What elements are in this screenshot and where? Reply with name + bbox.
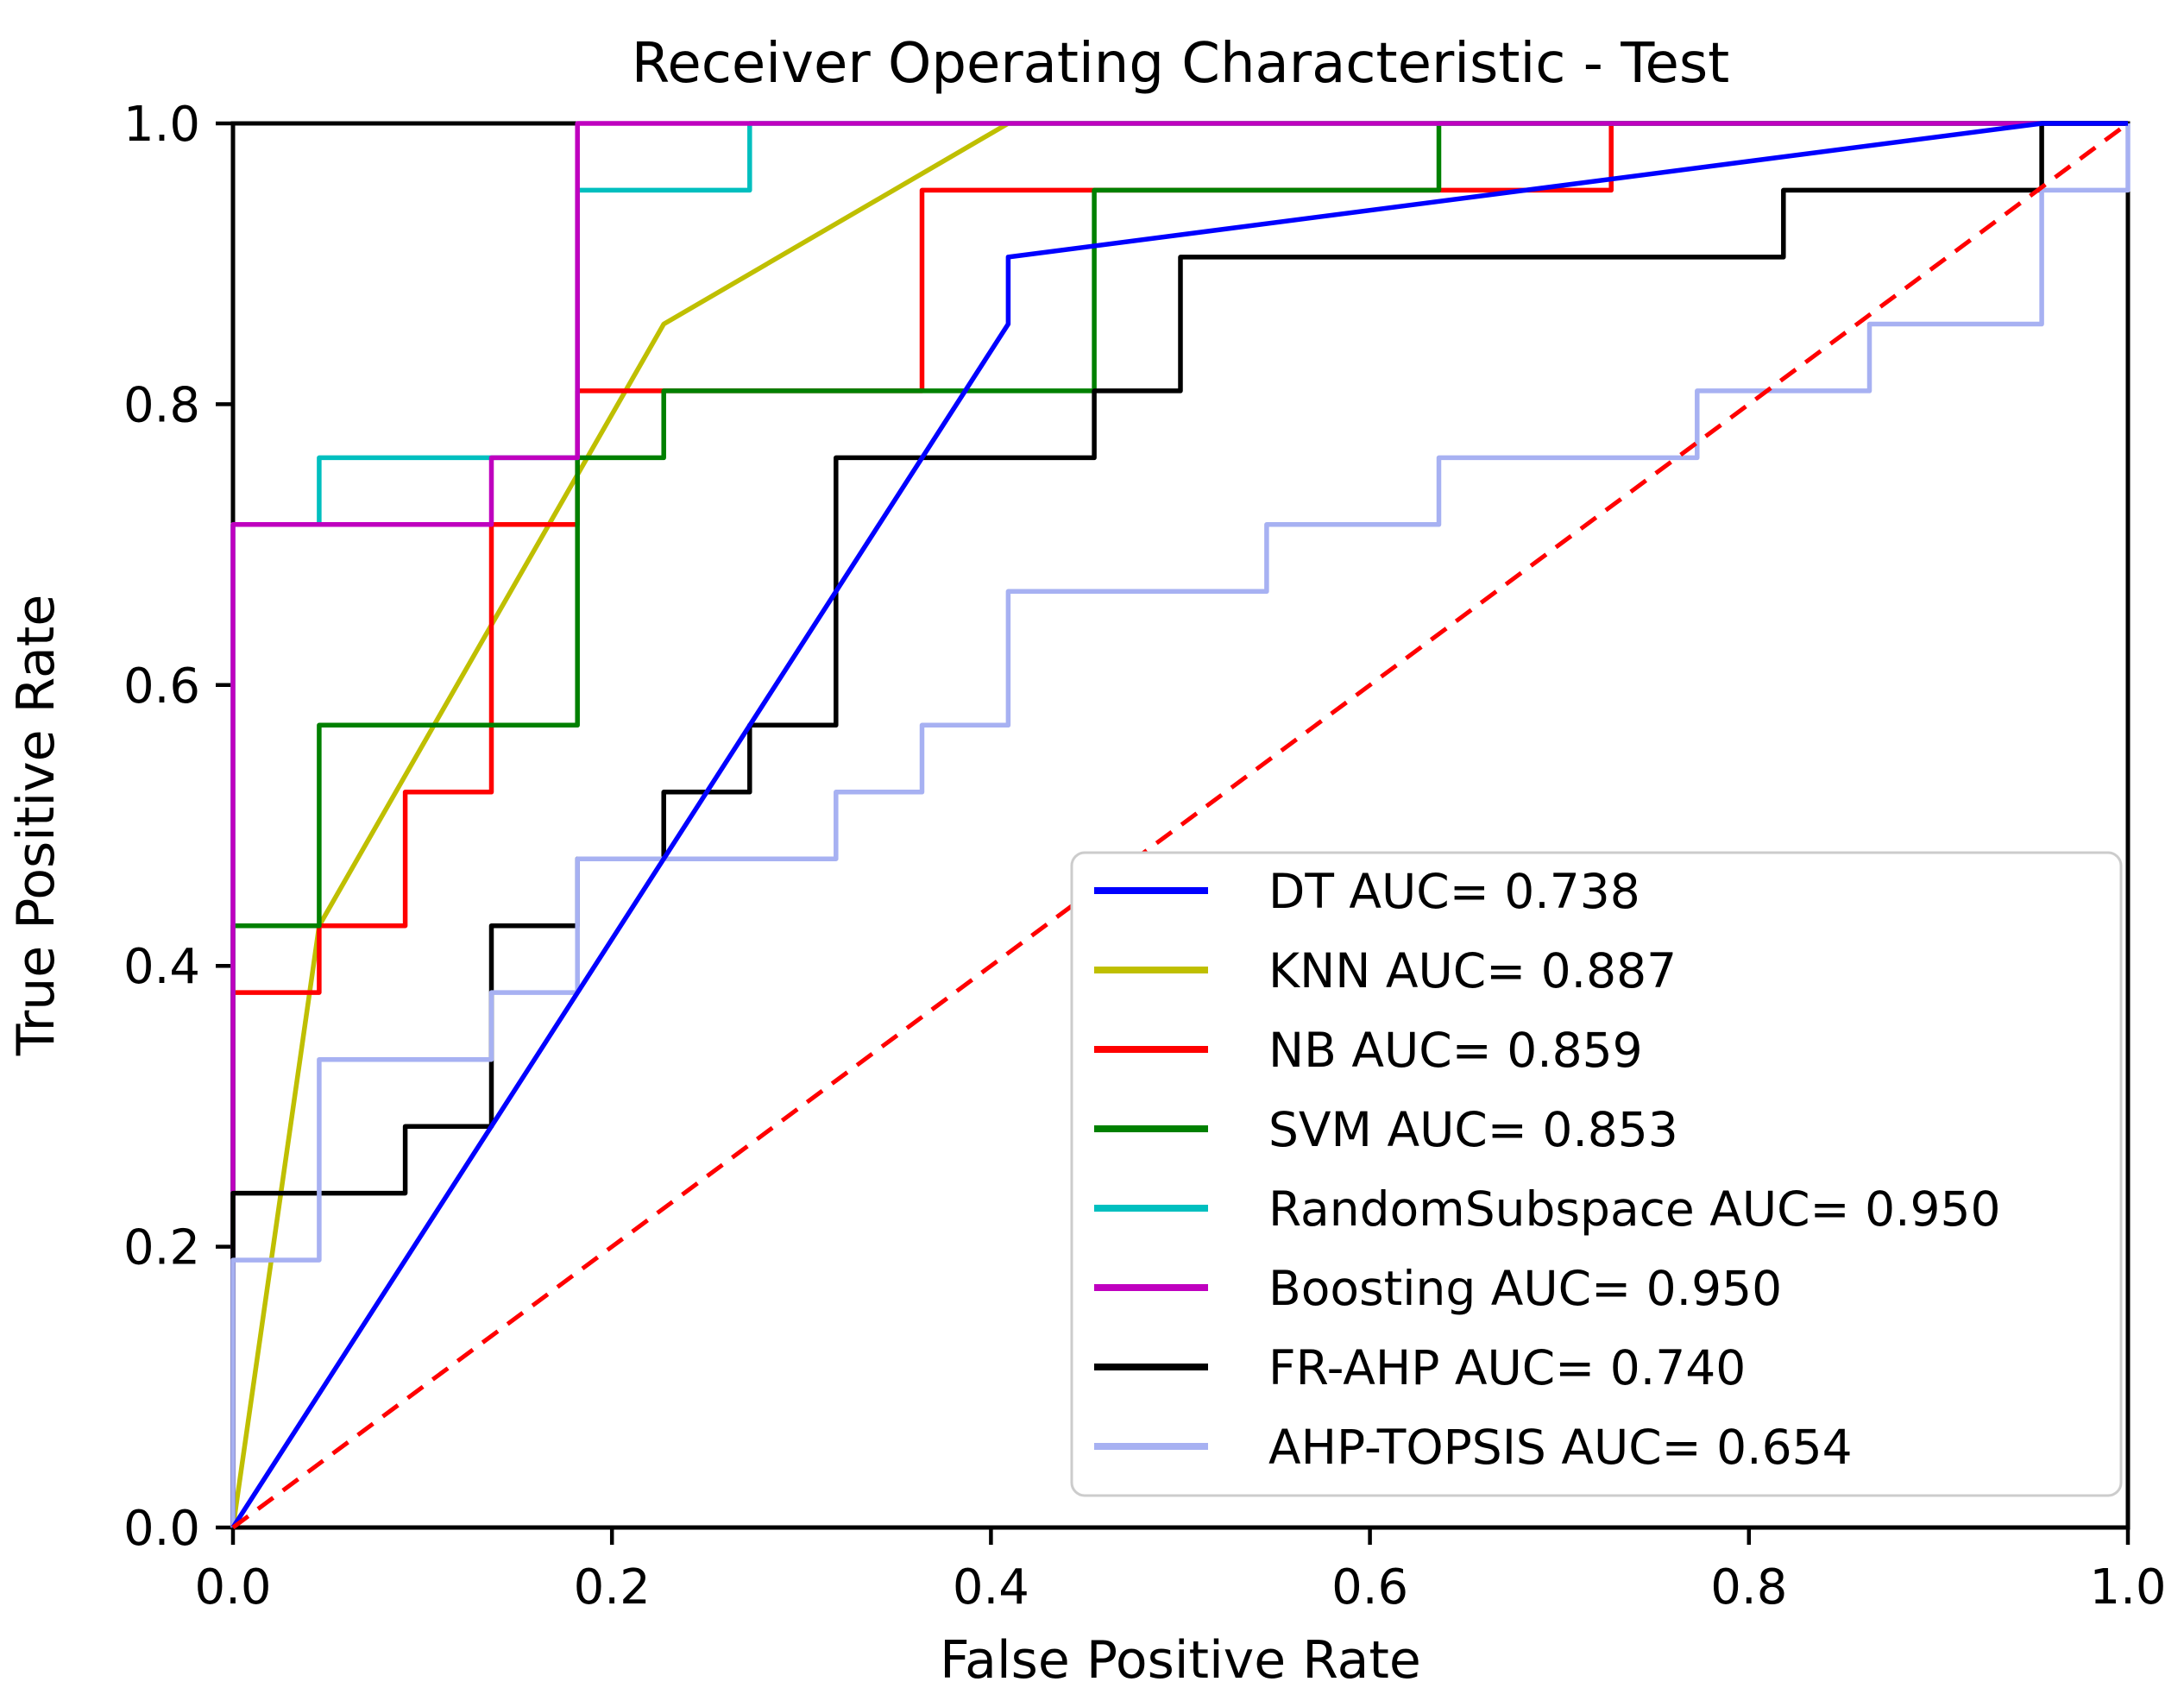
roc-curves [230,121,2131,1530]
legend: DT AUC= 0.738 KNN AUC= 0.887 NB AUC= 0.859… [1070,851,2123,1497]
y-axis-label: True Positive Rate [6,595,66,1056]
y-tick-label: 0.2 [123,1220,200,1276]
y-tick-label: 0.4 [123,939,200,995]
x-tick-label: 0.2 [574,1559,651,1616]
roc-curve-SVM [230,121,2128,1527]
roc-curve-Boosting [230,121,2128,1527]
legend-item-label: AHP-TOPSIS AUC= 0.654 [1268,1420,1853,1475]
legend-item-label: SVM AUC= 0.853 [1268,1102,1678,1157]
legend-item-label: Boosting AUC= 0.950 [1268,1261,1782,1316]
x-tick-label: 0.6 [1331,1559,1408,1616]
chart-title: Receiver Operating Characteristic - Test [632,32,1730,96]
legend-box [1070,851,2123,1497]
chance-diagonal-line [231,121,2130,1530]
y-tick-label: 0.0 [123,1501,200,1557]
legend-item-label: FR-AHP AUC= 0.740 [1268,1340,1746,1395]
roc-curve-AHP-TOPSIS [230,123,2131,1527]
roc-curve-DT [230,121,2128,1529]
y-tick-label: 0.6 [123,658,200,715]
x-axis-label: False Positive Rate [940,1630,1421,1691]
y-tick-label: 1.0 [123,97,200,153]
y-axis-ticks: 0.0 0.2 0.4 0.6 0.8 1.0 [123,97,233,1557]
x-axis-ticks: 0.0 0.2 0.4 0.6 0.8 1.0 [194,1527,2167,1616]
legend-item-label: DT AUC= 0.738 [1268,864,1640,919]
x-tick-label: 0.8 [1710,1559,1787,1616]
legend-items: DT AUC= 0.738 KNN AUC= 0.887 NB AUC= 0.859… [1094,864,2001,1475]
x-tick-label: 0.0 [194,1559,271,1616]
legend-item-label: RandomSubspace AUC= 0.950 [1268,1181,2001,1237]
legend-item-label: KNN AUC= 0.887 [1268,943,1677,998]
x-tick-label: 1.0 [2089,1559,2166,1616]
legend-item-label: NB AUC= 0.859 [1268,1023,1643,1078]
y-tick-label: 0.8 [123,377,200,433]
x-tick-label: 0.4 [953,1559,1029,1616]
